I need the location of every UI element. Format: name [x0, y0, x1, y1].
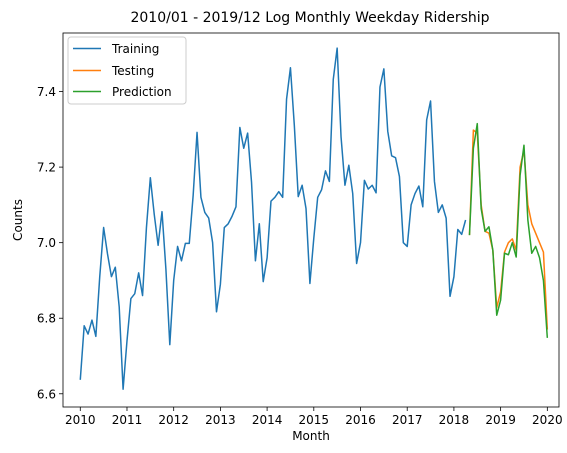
x-axis-ticks: 2010 2011 2012 2013 2014 2015 2016 2017 2018 2019…	[65, 407, 563, 427]
legend-label-training: Training	[111, 42, 159, 56]
y-tick-label: 7.0	[37, 236, 56, 250]
y-tick-label: 6.6	[37, 387, 56, 401]
x-tick-label: 2015	[299, 413, 330, 427]
y-tick-label: 7.4	[37, 85, 56, 99]
x-tick-label: 2016	[345, 413, 376, 427]
chart-title: 2010/01 - 2019/12 Log Monthly Weekday Ri…	[130, 10, 489, 26]
x-tick-label: 2010	[65, 413, 96, 427]
y-axis-label: Counts	[11, 199, 25, 241]
axes-frame	[62, 32, 560, 408]
series-layer	[79, 47, 549, 390]
legend-label-testing: Testing	[111, 64, 154, 78]
legend-box	[67, 36, 187, 105]
chart-legend: Training Testing Prediction	[67, 36, 187, 105]
series-line-training	[79, 47, 467, 390]
x-tick-label: 2020	[532, 413, 563, 427]
y-tick-label: 6.8	[37, 312, 56, 326]
x-tick-label: 2018	[439, 413, 470, 427]
x-tick-label: 2011	[112, 413, 143, 427]
x-tick-label: 2017	[392, 413, 423, 427]
legend-label-prediction: Prediction	[112, 85, 172, 99]
x-tick-label: 2012	[158, 413, 189, 427]
plot-area	[62, 32, 560, 408]
y-axis-ticks: 6.6 6.8 7.0 7.2 7.4	[37, 85, 63, 401]
x-tick-label: 2013	[205, 413, 236, 427]
series-line-prediction	[468, 122, 549, 338]
x-axis-label: Month	[292, 429, 330, 443]
x-tick-label: 2014	[252, 413, 283, 427]
y-tick-label: 7.2	[37, 161, 56, 175]
x-tick-label: 2019	[485, 413, 516, 427]
